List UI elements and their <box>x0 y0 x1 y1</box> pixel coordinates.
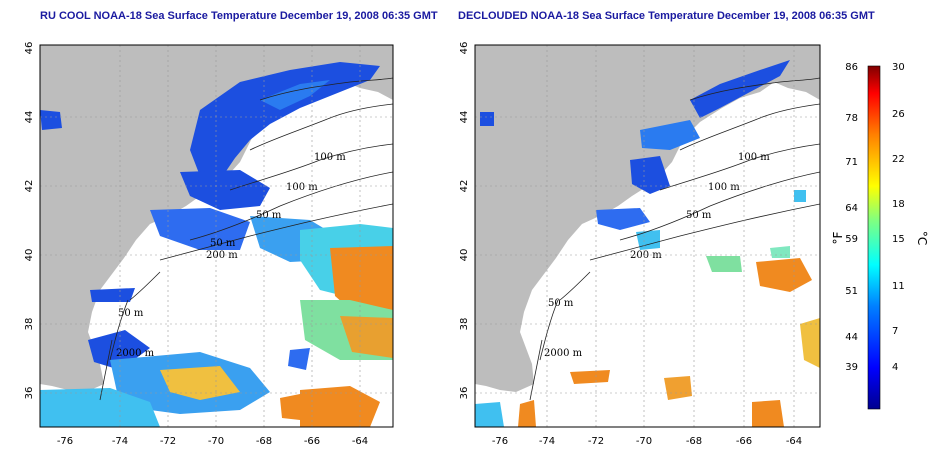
svg-text:-76: -76 <box>492 436 508 447</box>
svg-text:-72: -72 <box>160 436 176 447</box>
svg-text:-68: -68 <box>686 436 702 447</box>
temperature-colorbar: 86 78 71 64 59 51 44 39 30 26 22 18 15 1… <box>831 62 929 410</box>
svg-text:-74: -74 <box>112 436 128 447</box>
right-y-axis: 46 44 42 40 38 36 <box>459 42 470 400</box>
svg-text:11: 11 <box>892 281 905 292</box>
right-map-title: DECLOUDED NOAA-18 Sea Surface Temperatur… <box>458 10 875 22</box>
left-map-title: RU COOL NOAA-18 Sea Surface Temperature … <box>40 10 438 22</box>
svg-text:40: 40 <box>459 249 470 262</box>
svg-text:40: 40 <box>24 249 35 262</box>
left-y-axis: 46 44 42 40 38 36 <box>24 42 35 400</box>
svg-text:50 m: 50 m <box>210 238 236 249</box>
svg-text:51: 51 <box>845 286 858 297</box>
svg-text:100 m: 100 m <box>738 152 770 163</box>
left-land-mass <box>40 45 393 392</box>
svg-text:44: 44 <box>24 111 35 124</box>
svg-text:44: 44 <box>845 332 858 343</box>
svg-text:46: 46 <box>459 42 470 55</box>
svg-text:30: 30 <box>892 62 905 73</box>
colorbar-fahrenheit-label: °F <box>831 231 845 244</box>
svg-text:42: 42 <box>459 180 470 193</box>
colorbar-celsius-label: °C <box>915 231 929 245</box>
svg-text:2000 m: 2000 m <box>544 348 583 359</box>
svg-text:50 m: 50 m <box>548 298 574 309</box>
svg-text:36: 36 <box>459 387 470 400</box>
svg-text:100 m: 100 m <box>708 182 740 193</box>
svg-text:44: 44 <box>459 111 470 124</box>
svg-text:38: 38 <box>459 318 470 331</box>
svg-text:50 m: 50 m <box>686 210 712 221</box>
svg-text:50 m: 50 m <box>256 210 282 221</box>
left-sst-patches <box>40 62 393 427</box>
right-x-axis: -76 -74 -72 -70 -68 -66 -64 <box>492 436 802 447</box>
svg-text:39: 39 <box>845 362 858 373</box>
svg-text:200 m: 200 m <box>206 250 238 261</box>
left-contour-labels: 100 m 100 m 50 m 50 m 200 m 50 m 2000 m <box>116 152 346 359</box>
colorbar-fahrenheit-ticks: 86 78 71 64 59 51 44 39 <box>845 62 858 373</box>
svg-text:15: 15 <box>892 234 905 245</box>
left-contours <box>99 77 393 401</box>
svg-text:42: 42 <box>24 180 35 193</box>
right-contours <box>529 77 820 401</box>
svg-text:-74: -74 <box>539 436 555 447</box>
svg-text:26: 26 <box>892 109 905 120</box>
svg-text:2000 m: 2000 m <box>116 348 155 359</box>
svg-text:-66: -66 <box>304 436 320 447</box>
svg-text:78: 78 <box>845 113 858 124</box>
right-land-mass <box>475 45 820 392</box>
svg-text:-68: -68 <box>256 436 272 447</box>
right-map-panel: 100 m 100 m 50 m 200 m 50 m 2000 m <box>475 45 820 427</box>
svg-text:-64: -64 <box>352 436 368 447</box>
svg-text:4: 4 <box>892 362 898 373</box>
left-x-axis: -76 -74 -72 -70 -68 -66 -64 <box>57 436 368 447</box>
svg-text:86: 86 <box>845 62 858 73</box>
left-map-panel: 100 m 100 m 50 m 50 m 200 m 50 m 2000 m <box>40 45 393 427</box>
colorbar-celsius-ticks: 30 26 22 18 15 11 7 4 <box>892 62 905 373</box>
svg-text:59: 59 <box>845 234 858 245</box>
svg-text:64: 64 <box>845 203 858 214</box>
svg-text:-70: -70 <box>208 436 224 447</box>
svg-text:71: 71 <box>845 157 858 168</box>
svg-text:100 m: 100 m <box>314 152 346 163</box>
svg-text:50 m: 50 m <box>118 308 144 319</box>
svg-text:-66: -66 <box>736 436 752 447</box>
svg-text:-76: -76 <box>57 436 73 447</box>
svg-text:22: 22 <box>892 154 905 165</box>
svg-text:-70: -70 <box>636 436 652 447</box>
right-sst-patches <box>475 60 820 427</box>
right-contour-labels: 100 m 100 m 50 m 200 m 50 m 2000 m <box>544 152 770 359</box>
svg-text:200 m: 200 m <box>630 250 662 261</box>
svg-text:100 m: 100 m <box>286 182 318 193</box>
svg-text:18: 18 <box>892 199 905 210</box>
svg-text:-72: -72 <box>588 436 604 447</box>
svg-text:7: 7 <box>892 326 898 337</box>
svg-text:46: 46 <box>24 42 35 55</box>
svg-text:36: 36 <box>24 387 35 400</box>
svg-text:38: 38 <box>24 318 35 331</box>
svg-text:-64: -64 <box>786 436 802 447</box>
